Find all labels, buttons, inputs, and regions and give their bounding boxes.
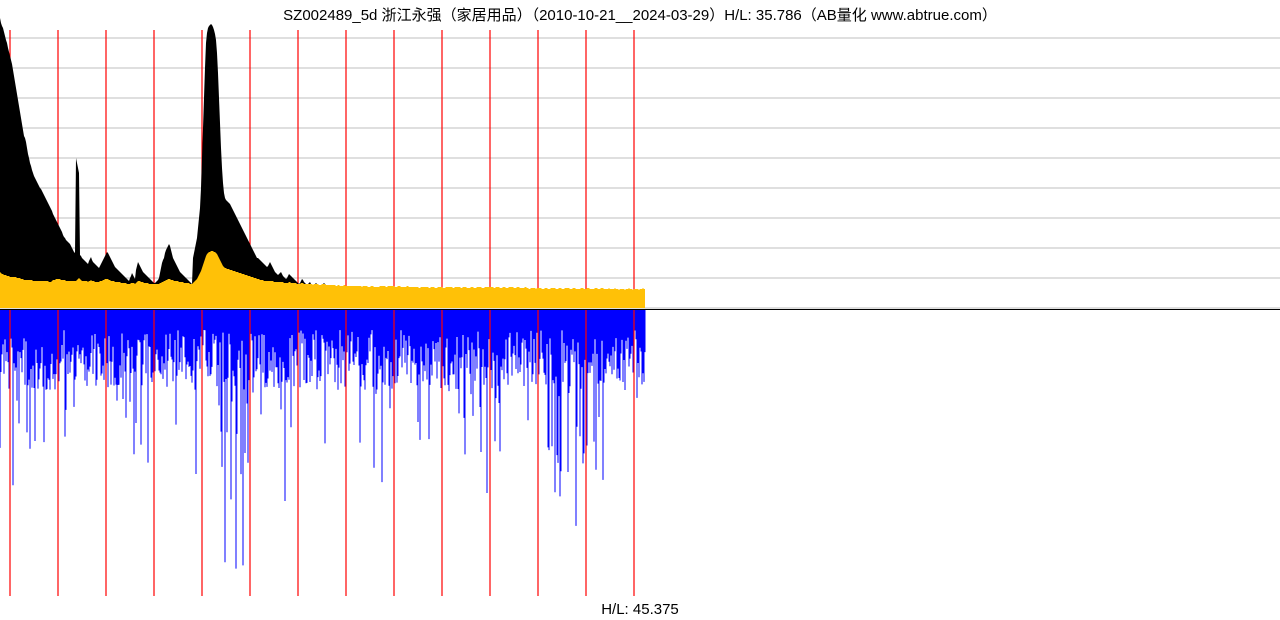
chart-canvas xyxy=(0,0,1280,620)
bottom-ratio-label: H/L: 45.375 xyxy=(0,601,1280,618)
